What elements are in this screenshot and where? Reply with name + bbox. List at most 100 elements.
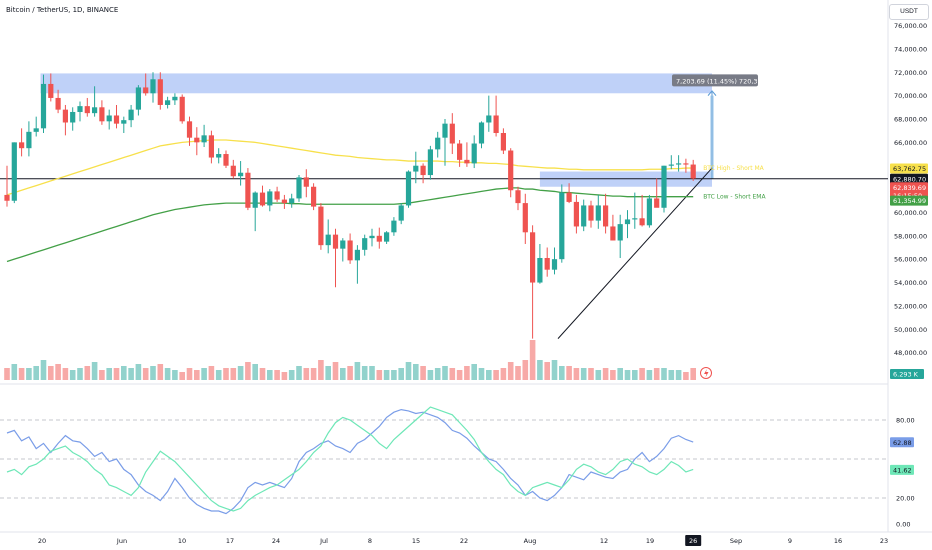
candle-body — [486, 115, 492, 123]
candle-body — [62, 109, 68, 123]
candle-body — [566, 192, 572, 202]
candle-body — [537, 258, 543, 283]
candle-body — [690, 164, 696, 179]
volume-bar — [18, 368, 25, 380]
volume-bar — [325, 366, 331, 380]
volume-bar — [40, 360, 47, 380]
candle-body — [238, 172, 244, 177]
volume-bar — [281, 372, 288, 380]
candle-body — [354, 249, 360, 261]
volume-bar — [69, 370, 76, 380]
volume-bar — [318, 360, 324, 380]
candle-body — [216, 154, 222, 158]
time-tick-label: 20 — [38, 537, 46, 545]
candle-body — [413, 165, 419, 172]
volume-bar — [486, 370, 492, 380]
volume-bar — [690, 368, 696, 380]
candle-body — [281, 199, 287, 204]
time-tick-label: 10 — [178, 537, 186, 545]
time-tick-label: 8 — [368, 537, 372, 545]
price-tick-label: 74,000.00 — [894, 45, 927, 53]
volume-bar — [632, 370, 638, 380]
candle-body — [318, 206, 324, 246]
volume-bar — [347, 366, 353, 380]
volume-bar — [150, 366, 156, 380]
volume-bar — [121, 366, 127, 380]
candle-body — [347, 240, 353, 261]
volume-bar — [537, 360, 543, 380]
rsi-line-2 — [6, 406, 694, 512]
candle-body — [208, 135, 214, 158]
volume-bar — [661, 368, 667, 380]
volume-bar — [354, 362, 361, 380]
candle-body — [544, 258, 550, 270]
volume-bar — [91, 362, 98, 380]
volume-bar — [11, 364, 18, 380]
candle-body — [362, 238, 368, 250]
candle-body — [223, 154, 229, 166]
candle-body — [369, 235, 375, 239]
candle-body — [4, 194, 10, 201]
candle-body — [289, 198, 295, 204]
volume-bar — [55, 364, 61, 380]
volume-bar — [398, 368, 404, 380]
volume-bar — [310, 368, 317, 380]
candle-body — [668, 164, 674, 166]
time-tick-label: Jul — [319, 537, 328, 545]
currency-button[interactable]: USDT — [889, 4, 929, 20]
volume-bar — [33, 366, 39, 380]
candle-body — [530, 232, 536, 283]
candle-body — [325, 234, 331, 246]
volume-bar — [48, 366, 54, 380]
volume-bar — [296, 366, 302, 380]
volume-bar — [580, 368, 587, 380]
volume-bar — [26, 368, 32, 380]
candle-body — [646, 198, 652, 226]
candle-body — [311, 186, 317, 207]
volume-bar — [223, 368, 229, 380]
candle-body — [70, 111, 76, 123]
price-tick-label: 76,000.00 — [894, 22, 927, 30]
candle-body — [551, 259, 558, 270]
candle-body — [581, 205, 587, 227]
current-date-label: 26 — [689, 537, 697, 545]
candle-body — [493, 115, 499, 134]
price-tag: 62,880.70 — [890, 173, 928, 184]
candle-body — [595, 205, 601, 221]
volume-tag: 6.293 K — [890, 369, 924, 379]
price-tag: 62,839.69 — [890, 182, 928, 193]
volume-bar — [449, 368, 456, 380]
candle-body — [376, 235, 382, 242]
candle-body — [143, 87, 149, 94]
volume-bar — [245, 362, 251, 380]
measure-label: 7,203.69 (11.45%) 720,369 — [672, 74, 766, 87]
candle-body — [135, 87, 141, 110]
volume-bar — [252, 364, 258, 380]
candle-body — [588, 205, 594, 221]
volume-bar — [361, 366, 368, 380]
volume-bar — [683, 372, 689, 380]
volume-bar — [413, 364, 419, 380]
candle-body — [165, 100, 171, 105]
candle-body — [624, 219, 631, 225]
rsi-tick-label: 20.00 — [896, 495, 915, 503]
candle-body — [201, 135, 207, 143]
volume-bar — [500, 368, 507, 380]
candle-body — [559, 192, 565, 260]
volume-bar — [274, 370, 280, 380]
volume-bar — [456, 370, 463, 380]
candle-body — [405, 171, 412, 206]
candle-body — [296, 177, 302, 199]
volume-bar — [624, 370, 631, 380]
candle-body — [259, 192, 266, 206]
candle-body — [267, 191, 273, 206]
volume-bar — [610, 370, 616, 380]
measure-label-text: 7,203.69 (11.45%) 720,369 — [676, 77, 766, 85]
candle-body — [464, 159, 470, 164]
rsi-tick-label: 80.00 — [896, 417, 915, 425]
candle-body — [48, 83, 54, 98]
candle-body — [303, 177, 309, 187]
price-tag: 63,762.75 — [890, 163, 928, 174]
volume-bar — [135, 364, 142, 380]
